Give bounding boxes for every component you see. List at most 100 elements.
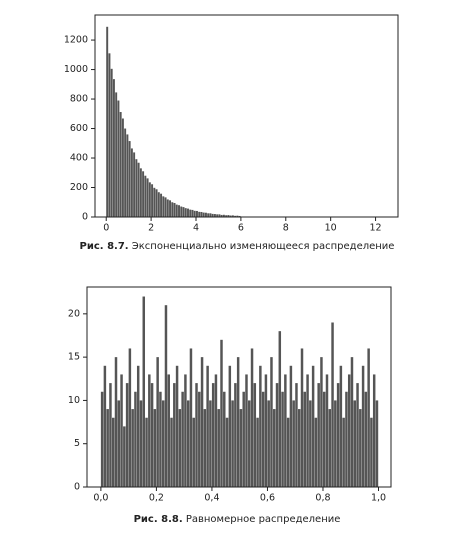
bar <box>131 409 134 487</box>
bar <box>195 383 198 487</box>
bar <box>339 365 343 487</box>
bar <box>106 409 109 487</box>
bar <box>220 214 223 217</box>
bar <box>261 391 265 487</box>
bar <box>144 175 147 217</box>
bar <box>207 213 210 217</box>
bar <box>193 210 196 217</box>
bar <box>353 400 356 487</box>
bar <box>342 417 345 487</box>
bar <box>115 92 118 217</box>
x-tick-label: 0 <box>103 223 109 234</box>
bar <box>347 374 351 487</box>
y-tick-label: 0 <box>74 482 80 493</box>
bar <box>227 215 230 217</box>
bar <box>169 200 172 217</box>
bar <box>109 383 112 487</box>
bar <box>239 409 243 487</box>
x-tick-label: 0,2 <box>149 493 164 504</box>
bar <box>292 400 295 487</box>
bar <box>173 383 176 487</box>
bar <box>322 391 326 487</box>
bar <box>121 118 124 217</box>
y-tick-label: 400 <box>70 153 88 164</box>
bar <box>206 365 209 487</box>
bar <box>161 400 165 487</box>
bar <box>325 374 329 487</box>
y-tick-label: 0 <box>82 212 88 223</box>
bar <box>220 339 223 487</box>
bar <box>367 348 370 487</box>
bar <box>139 168 142 217</box>
x-tick-label: 10 <box>325 223 337 234</box>
bar <box>126 134 129 217</box>
bar <box>306 374 309 487</box>
caption: Рис. 8.7. Экспоненциально изменяющееся р… <box>80 241 395 252</box>
bar <box>225 417 229 487</box>
bar <box>284 374 287 487</box>
bar <box>178 205 180 217</box>
x-tick-label: 2 <box>148 223 154 234</box>
bar <box>245 374 248 487</box>
caption: Рис. 8.8. Равномерное распределение <box>134 514 341 525</box>
bar <box>181 391 184 487</box>
bar <box>309 400 312 487</box>
bar <box>198 211 201 217</box>
bar <box>275 383 279 487</box>
bar <box>162 196 165 217</box>
bar <box>204 212 207 217</box>
bar <box>119 112 122 217</box>
bar <box>142 296 146 487</box>
bar <box>216 214 219 217</box>
bar <box>231 215 234 217</box>
bar <box>214 374 218 487</box>
bar <box>238 215 241 217</box>
bar <box>150 383 154 487</box>
bar <box>136 365 140 487</box>
bar <box>289 365 293 487</box>
y-tick-label: 1000 <box>64 64 88 75</box>
bar <box>148 182 151 217</box>
bar <box>286 417 290 487</box>
x-tick-label: 0,0 <box>93 493 108 504</box>
bar <box>273 409 276 487</box>
bar <box>157 192 160 217</box>
bar <box>259 365 262 487</box>
bar <box>370 417 373 487</box>
bar <box>124 128 127 217</box>
bar <box>211 383 215 487</box>
bar <box>229 215 232 217</box>
bar <box>356 383 359 487</box>
bar <box>128 141 131 217</box>
caption-label: Рис. 8.8. <box>134 514 183 525</box>
bar <box>192 417 195 487</box>
bar <box>159 391 162 487</box>
bar <box>187 208 189 217</box>
bar <box>234 383 237 487</box>
bar <box>135 159 138 217</box>
x-tick-label: 1,0 <box>371 493 386 504</box>
bar <box>295 383 298 487</box>
bar <box>203 409 207 487</box>
bar <box>186 400 190 487</box>
bar <box>328 409 332 487</box>
bar <box>311 365 315 487</box>
bar <box>134 391 137 487</box>
bar <box>270 357 273 487</box>
bar <box>317 383 320 487</box>
bar <box>314 417 318 487</box>
bar <box>267 400 270 487</box>
bar <box>303 391 307 487</box>
x-tick-label: 0,8 <box>315 493 330 504</box>
bar <box>281 391 284 487</box>
bar <box>345 391 348 487</box>
bar <box>155 189 158 217</box>
bar <box>236 357 240 487</box>
bar <box>300 348 304 487</box>
y-tick-label: 600 <box>70 123 88 134</box>
y-tick-label: 800 <box>70 94 88 105</box>
bar <box>202 212 205 217</box>
bar <box>320 357 323 487</box>
caption-label: Рис. 8.7. <box>80 241 129 252</box>
